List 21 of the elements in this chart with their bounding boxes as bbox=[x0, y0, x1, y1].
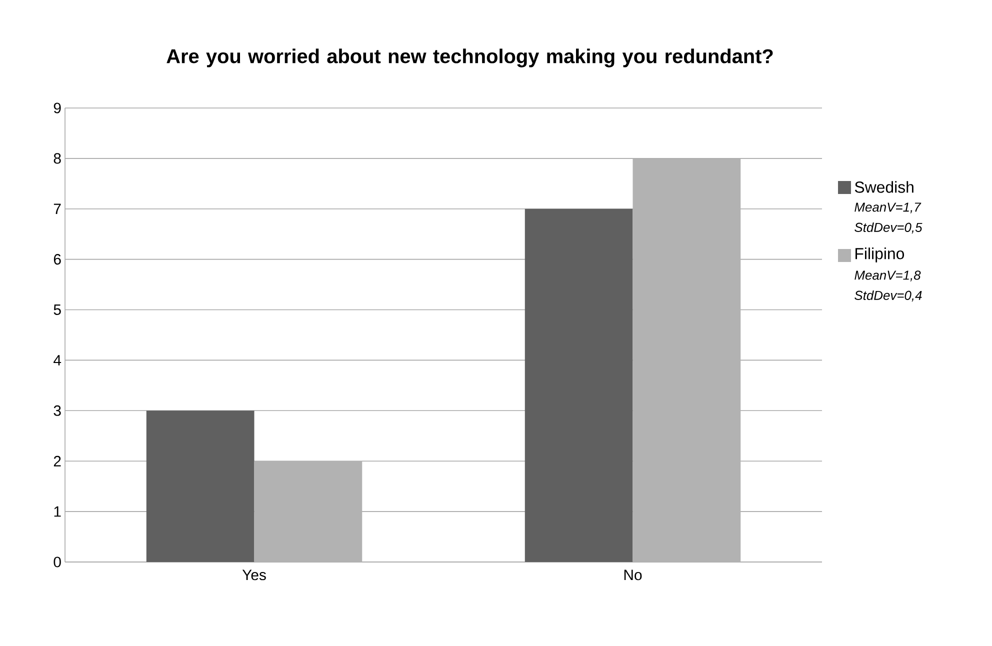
y-tick-label: 8 bbox=[54, 153, 61, 164]
x-tick-label: Yes bbox=[242, 570, 266, 580]
bar bbox=[146, 410, 254, 562]
y-tick-label: 4 bbox=[54, 355, 62, 366]
y-tick-label: 2 bbox=[54, 456, 61, 466]
y-tick-label: 5 bbox=[54, 304, 61, 315]
text: MeanV=1,7 bbox=[854, 202, 922, 214]
y-tick-label: 0 bbox=[54, 556, 61, 568]
legend-label: Filipino bbox=[856, 248, 904, 262]
y-tick-label: 1 bbox=[54, 506, 61, 517]
x-tick-label: No bbox=[624, 570, 642, 580]
text: StdDev=0,5 bbox=[854, 222, 922, 234]
legend-label: Swedish bbox=[854, 181, 914, 193]
y-tick-label: 7 bbox=[54, 204, 61, 214]
y-tick-label: 6 bbox=[54, 254, 61, 265]
y-tick-label: 9 bbox=[54, 102, 61, 114]
chart-title: Are you worried about new technology making you redundant? bbox=[166, 48, 773, 68]
text: StdDev=0,4 bbox=[854, 290, 922, 302]
y-tick-label: 3 bbox=[54, 405, 61, 416]
text: MeanV=1,8 bbox=[854, 270, 921, 282]
bar bbox=[524, 208, 633, 562]
